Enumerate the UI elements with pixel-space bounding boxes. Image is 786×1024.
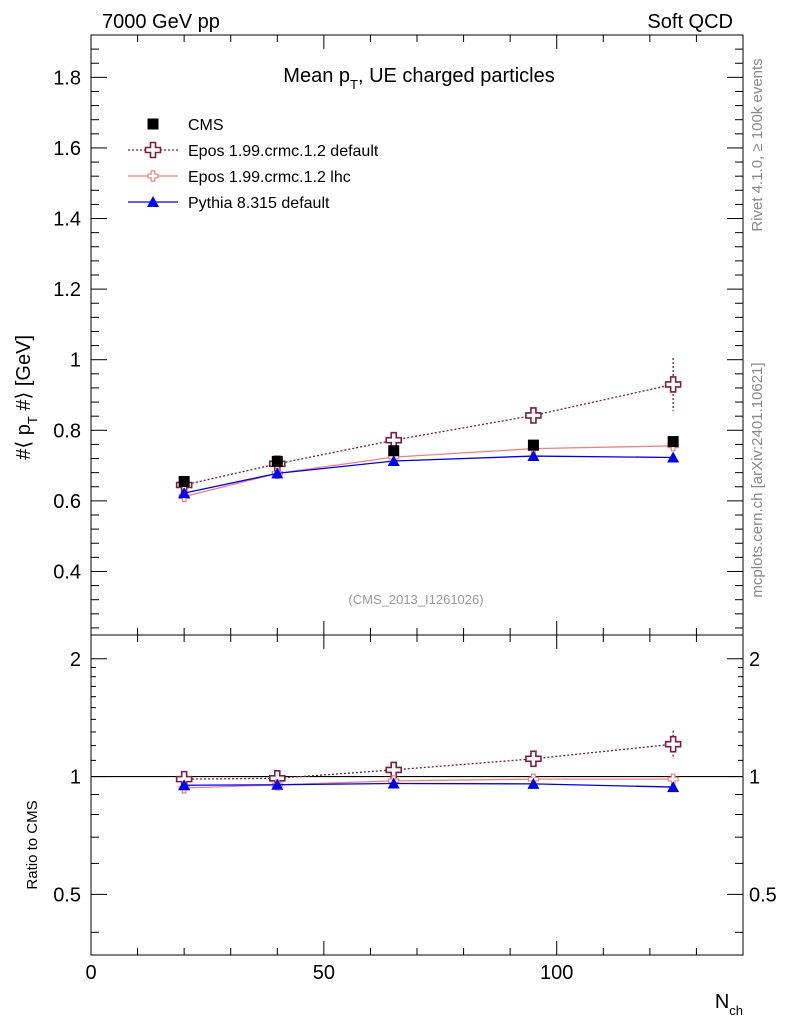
ratio-y-tick-label: 1 — [70, 767, 81, 789]
ratio-point-pythia-8-315-default — [271, 778, 284, 790]
main-point-epos-1-99-crmc-1-2-default — [525, 407, 542, 424]
x-tick-label: 100 — [540, 962, 573, 984]
legend-label-epos-1-99-crmc-1-2-default: Epos 1.99.crmc.1.2 default — [188, 143, 379, 160]
main-line-epos-1-99-crmc-1-2-default — [183, 383, 674, 486]
header-right: Soft QCD — [647, 11, 733, 33]
y-tick-label: 0.8 — [53, 420, 81, 442]
legend: CMS Epos 1.99.crmc.1.2 default Epos 1.99.c… — [128, 117, 379, 212]
legend-label-cms: CMS — [188, 117, 224, 134]
ratio-point-pythia-8-315-default — [527, 777, 540, 789]
main-line-epos-1-99-crmc-1-2-lhc — [183, 445, 674, 498]
y-tick-label: 1.4 — [53, 209, 81, 231]
main-point-pythia-8-315-default — [667, 451, 680, 463]
mcplots-label: mcplots.cern.ch [arXiv:2401.10621] — [749, 362, 766, 597]
ratio-line-epos-1-99-crmc-1-2-default — [184, 743, 674, 780]
ratio-y-tick-label-right: 2 — [749, 649, 760, 671]
ratio-y-tick-label-right: 0.5 — [749, 884, 777, 906]
y-axis-title-sub: T — [25, 416, 40, 424]
ratio-y-tick-label: 2 — [70, 649, 81, 671]
x-tick-label: 0 — [85, 962, 96, 984]
x-axis-title-main: N — [715, 991, 729, 1013]
main-line-pythia-8-315-default — [184, 455, 674, 494]
plot-title-main: Mean p — [283, 65, 350, 87]
legend-marker-pythia-8-315-default — [147, 196, 159, 207]
main-point-cms — [667, 436, 679, 448]
analysis-id: (CMS_2013_I1261026) — [348, 592, 483, 607]
ratio-point-epos-1-99-crmc-1-2-default — [385, 761, 403, 779]
y-axis-title: #⟨ pT #⟩ [GeV] — [13, 335, 40, 460]
ratio-y-tick-label-right: 1 — [749, 767, 760, 789]
main-point-cms — [178, 475, 190, 487]
y-axis-title-rest: #⟩ [GeV] — [13, 335, 35, 416]
x-tick-label: 50 — [313, 962, 335, 984]
y-axis-title-main: #⟨ p — [13, 424, 35, 460]
plot-title-rest: , UE charged particles — [358, 65, 555, 87]
ratio-y-tick-label: 0.5 — [53, 884, 81, 906]
main-point-epos-1-99-crmc-1-2-default — [664, 376, 682, 393]
y-tick-label: 0.4 — [53, 561, 81, 583]
main-point-pythia-8-315-default — [178, 487, 191, 499]
ratio-point-epos-1-99-crmc-1-2-lhc — [667, 773, 679, 785]
y-tick-label: 1.2 — [53, 279, 81, 301]
ratio-line-pythia-8-315-default — [184, 782, 674, 788]
y-tick-label: 0.6 — [53, 491, 81, 513]
ratio-panel: 0 50 100 0.5 0.5 1 1 2 2 — [53, 634, 777, 984]
legend-label-epos-1-99-crmc-1-2-lhc: Epos 1.99.crmc.1.2 lhc — [188, 169, 351, 186]
legend-marker-epos-1-99-crmc-1-2-default — [144, 141, 162, 159]
main-point-pythia-8-315-default — [271, 467, 284, 479]
ratio-frame — [90, 634, 744, 956]
y-tick-label: 1.6 — [53, 138, 81, 160]
ratio-point-epos-1-99-crmc-1-2-default — [664, 735, 682, 753]
ratio-point-pythia-8-315-default — [387, 777, 400, 789]
main-point-cms — [527, 439, 539, 451]
legend-label-pythia-8-315-default: Pythia 8.315 default — [188, 195, 330, 212]
header-left: 7000 GeV pp — [102, 11, 220, 33]
main-point-pythia-8-315-default — [387, 455, 400, 466]
ratio-y-axis-title: Ratio to CMS — [24, 800, 41, 889]
plot-title: Mean pT, UE charged particles — [283, 65, 554, 92]
ratio-point-pythia-8-315-default — [667, 781, 680, 793]
y-tick-label: 1 — [70, 350, 81, 372]
main-panel: 0.4 0.6 0.8 1 1.2 1.4 1.6 1.8 — [53, 34, 744, 636]
x-axis-title-sub: ch — [729, 1003, 743, 1018]
ratio-point-pythia-8-315-default — [178, 779, 191, 791]
rivet-label: Rivet 4.1.0, ≥ 100k events — [749, 58, 766, 231]
plot-title-sub: T — [350, 77, 358, 92]
main-point-pythia-8-315-default — [527, 450, 540, 462]
main-point-cms — [388, 445, 400, 457]
legend-marker-epos-1-99-crmc-1-2-lhc — [147, 170, 159, 182]
x-axis-title: Nch — [715, 991, 743, 1018]
main-point-cms — [271, 455, 283, 467]
legend-marker-cms — [147, 118, 159, 130]
ratio-point-epos-1-99-crmc-1-2-default — [525, 750, 542, 768]
y-tick-label: 1.8 — [53, 67, 81, 89]
